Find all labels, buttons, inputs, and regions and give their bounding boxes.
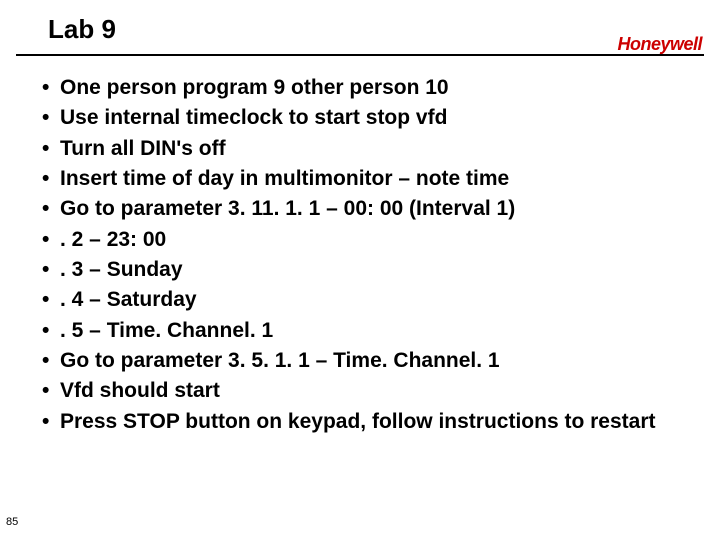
list-item: Insert time of day in multimonitor – not… bbox=[36, 165, 690, 193]
list-item: Use internal timeclock to start stop vfd bbox=[36, 104, 690, 132]
bullet-list: One person program 9 other person 10 Use… bbox=[36, 74, 690, 436]
list-item: Go to parameter 3. 5. 1. 1 – Time. Chann… bbox=[36, 347, 690, 375]
list-item: . 2 – 23: 00 bbox=[36, 226, 690, 254]
list-item: Turn all DIN's off bbox=[36, 135, 690, 163]
list-item: Press STOP button on keypad, follow inst… bbox=[36, 408, 690, 436]
list-item: . 5 – Time. Channel. 1 bbox=[36, 317, 690, 345]
list-item: One person program 9 other person 10 bbox=[36, 74, 690, 102]
list-item: . 3 – Sunday bbox=[36, 256, 690, 284]
list-item: Vfd should start bbox=[36, 377, 690, 405]
list-item: . 4 – Saturday bbox=[36, 286, 690, 314]
slide-title: Lab 9 bbox=[48, 14, 704, 45]
slide: Lab 9 Honeywell One person program 9 oth… bbox=[0, 0, 720, 540]
page-number: 85 bbox=[6, 516, 18, 528]
list-item: Go to parameter 3. 11. 1. 1 – 00: 00 (In… bbox=[36, 195, 690, 223]
content-area: One person program 9 other person 10 Use… bbox=[36, 74, 690, 438]
header: Lab 9 bbox=[48, 14, 704, 53]
honeywell-logo: Honeywell bbox=[617, 34, 702, 55]
header-divider bbox=[16, 54, 704, 56]
